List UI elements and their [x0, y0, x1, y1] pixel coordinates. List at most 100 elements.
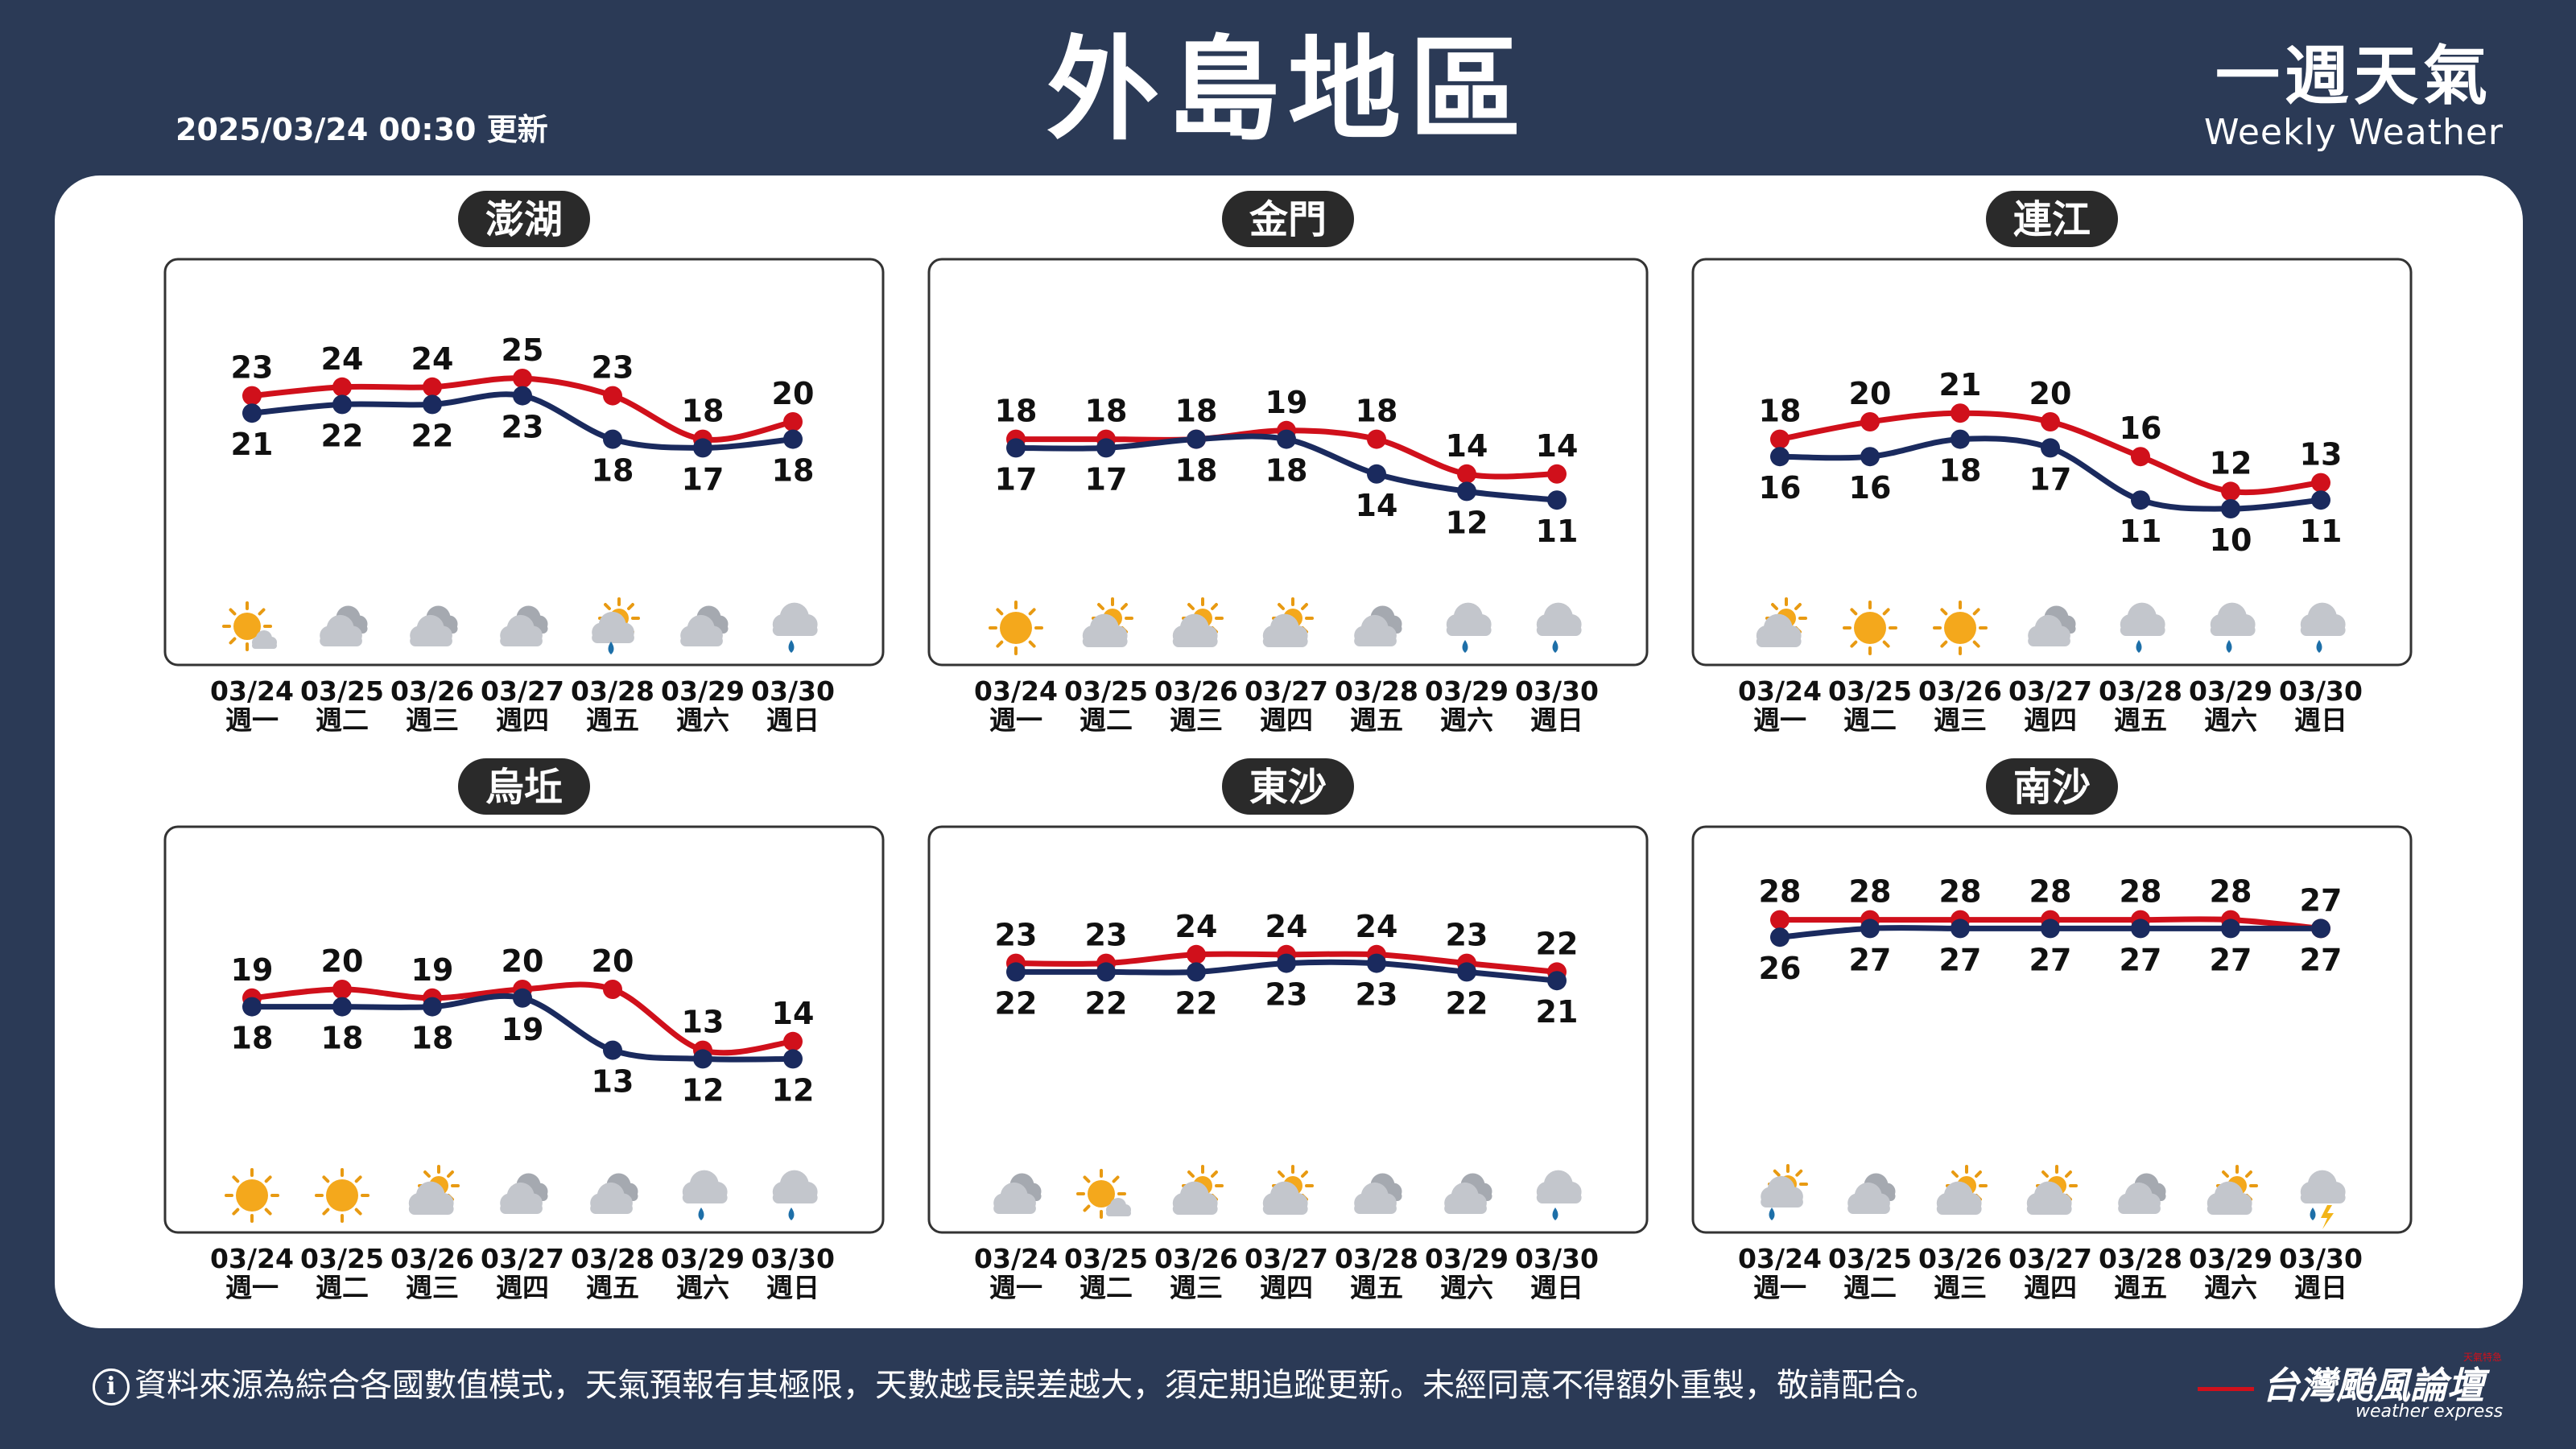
cloud-icon: [320, 605, 368, 646]
high-temp-label: 18: [682, 394, 724, 429]
weekday-label: 週二: [316, 704, 369, 736]
high-temp-label: 16: [2120, 411, 2162, 446]
date-label: 03/28: [2099, 675, 2182, 707]
cloud-base: [2026, 1203, 2072, 1215]
rain-drop: [788, 640, 795, 653]
low-temp-label: 22: [1175, 985, 1218, 1021]
weekday-label: 週一: [1753, 1272, 1806, 1303]
rain-icon: [1536, 1170, 1582, 1220]
low-temp-label: 27: [2300, 942, 2343, 977]
low-temp-label: 17: [2029, 461, 2072, 497]
date-label: 03/24: [210, 1243, 294, 1274]
sun-icon: [1843, 601, 1897, 655]
sun-ray: [1028, 640, 1036, 648]
sun-ray: [1882, 640, 1890, 648]
low-temp-label: 11: [1536, 514, 1579, 549]
weekday-label: 週五: [1350, 1272, 1403, 1303]
sun-ray: [1278, 1170, 1285, 1178]
high-temp-label: 20: [772, 376, 815, 411]
cloud-icon: [1354, 1173, 1402, 1214]
high-temp-label: 24: [321, 341, 364, 377]
sun-ray: [1773, 1169, 1781, 1177]
weekday-label: 週日: [766, 1272, 819, 1303]
region-pill: [1986, 758, 2118, 815]
weekday-label: 週三: [1934, 704, 1987, 736]
sun-ray: [1301, 1170, 1308, 1178]
cloud-sun-icon: [1262, 597, 1314, 647]
date-label: 03/28: [1335, 675, 1418, 707]
weekday-label: 週四: [496, 704, 549, 736]
low-temp-point: [513, 988, 532, 1008]
high-temp-label: 18: [1175, 394, 1218, 429]
low-temp-point: [1006, 438, 1026, 458]
cloud-base: [1536, 1191, 1582, 1203]
info-icon: i: [93, 1368, 130, 1406]
low-temp-point: [2131, 919, 2150, 939]
rain-icon: [1536, 602, 1582, 653]
high-temp-label: 19: [1265, 385, 1308, 420]
low-temp-point: [2221, 919, 2240, 939]
cloud-base: [1354, 1203, 1397, 1214]
region-pill: [1222, 191, 1354, 247]
sun-ray: [1940, 640, 1948, 648]
sun-shape: [1076, 1169, 1126, 1219]
cloud-base: [1847, 1203, 1890, 1214]
high-temp-point: [242, 386, 262, 406]
high-temp-label: 24: [1356, 909, 1398, 944]
high-temp-point: [332, 980, 352, 999]
sun-ray: [322, 1208, 330, 1216]
high-temp-point: [1770, 429, 1790, 449]
sun-disc: [1000, 612, 1032, 644]
high-temp-point: [783, 1031, 803, 1051]
cloud-front: [2028, 614, 2070, 646]
date-label: 03/25: [1064, 675, 1148, 707]
weekday-label: 週五: [586, 1272, 639, 1303]
cloud-base: [500, 1203, 543, 1214]
lightning-bolt: [2321, 1205, 2334, 1229]
cloud-sun-icon: [1756, 597, 1807, 647]
weekday-label: 週二: [316, 1272, 369, 1303]
low-temp-point: [2221, 499, 2240, 518]
sun-ray: [1083, 1175, 1091, 1183]
cloud-front: [1354, 1182, 1397, 1214]
chart-frame: [163, 258, 885, 667]
date-label: 03/26: [1154, 675, 1238, 707]
date-label: 03/26: [1918, 1243, 2002, 1274]
brand-logo: 一週天氣 Weekly Weather: [2204, 40, 2504, 153]
low-temp-point: [783, 1049, 803, 1069]
sun-disc: [1854, 612, 1886, 644]
cloud-base: [592, 632, 634, 643]
rain-drop: [2310, 1208, 2316, 1220]
weekday-label: 週一: [225, 704, 279, 736]
low-temp-point: [1277, 953, 1296, 973]
low-temp-label: 22: [1446, 985, 1488, 1021]
sun-ray: [1301, 603, 1308, 610]
sun-ray: [229, 608, 237, 616]
sun-shape: [225, 1168, 279, 1223]
cloud-front: [1536, 1170, 1582, 1203]
cloud-base: [1172, 1203, 1218, 1215]
cloud-base: [410, 635, 452, 646]
cloud-icon: [500, 1173, 548, 1214]
sun-ray: [1940, 608, 1948, 616]
weekday-label: 週三: [406, 704, 459, 736]
low-temp-point: [1547, 971, 1567, 991]
high-temp-label: 22: [1536, 926, 1579, 961]
high-temp-label: 23: [592, 350, 634, 386]
cloud-front: [500, 614, 543, 646]
date-label: 03/28: [1335, 1243, 1418, 1274]
sun-ray: [1882, 608, 1890, 616]
low-temp-point: [2131, 490, 2150, 510]
high-temp-label: 28: [1939, 874, 1982, 910]
cloud-base: [2120, 624, 2165, 636]
region-title: 澎湖: [485, 197, 563, 242]
low-temp-point: [2041, 919, 2060, 939]
region-title: 烏坵: [485, 765, 563, 810]
low-temp-label: 12: [1446, 505, 1488, 540]
cloud-base: [1262, 635, 1308, 647]
cloud-base: [320, 635, 362, 646]
rain-icon: [2210, 602, 2256, 653]
low-temp-label: 12: [682, 1072, 724, 1108]
high-temp-label: 28: [2210, 874, 2252, 910]
chart-frame: [1691, 258, 2413, 667]
